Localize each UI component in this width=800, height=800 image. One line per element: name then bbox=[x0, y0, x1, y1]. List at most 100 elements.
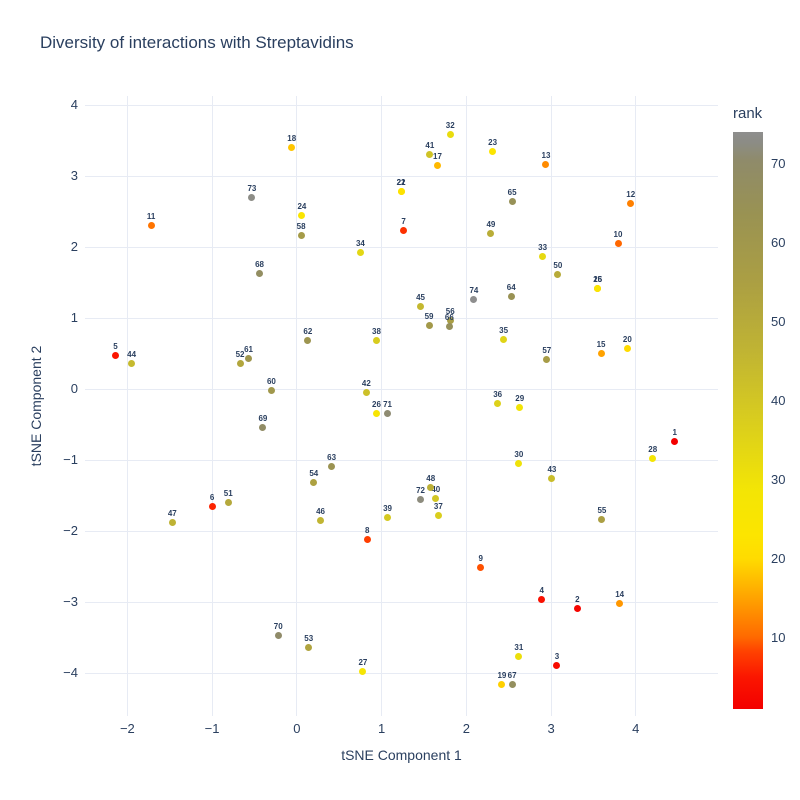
x-tick-label: 4 bbox=[632, 721, 640, 736]
data-point[interactable] bbox=[373, 336, 380, 344]
data-point[interactable] bbox=[477, 564, 485, 572]
data-point[interactable] bbox=[500, 336, 508, 344]
data-point[interactable] bbox=[128, 359, 136, 367]
colorbar-tick-label: 30 bbox=[771, 471, 786, 487]
x-gridline bbox=[635, 96, 637, 716]
data-point[interactable] bbox=[597, 349, 605, 357]
data-point[interactable] bbox=[515, 652, 523, 660]
data-point[interactable] bbox=[384, 513, 392, 521]
data-point[interactable] bbox=[248, 194, 256, 202]
data-point[interactable] bbox=[446, 130, 454, 138]
data-point[interactable] bbox=[432, 495, 440, 503]
y-gridline bbox=[85, 601, 718, 603]
data-point[interactable] bbox=[304, 336, 312, 344]
data-point[interactable] bbox=[553, 662, 561, 670]
data-point[interactable] bbox=[538, 596, 546, 604]
data-point[interactable] bbox=[434, 162, 441, 170]
x-gridline bbox=[126, 96, 128, 716]
data-point[interactable] bbox=[516, 403, 524, 411]
colorbar-gradient bbox=[733, 132, 763, 709]
data-point[interactable] bbox=[598, 515, 606, 523]
data-point[interactable] bbox=[554, 271, 562, 279]
y-gridline bbox=[85, 388, 718, 390]
x-gridline bbox=[381, 96, 383, 716]
data-point[interactable] bbox=[305, 644, 313, 652]
data-point[interactable] bbox=[310, 478, 318, 486]
data-point[interactable] bbox=[288, 144, 296, 152]
data-point[interactable] bbox=[594, 284, 602, 292]
data-point[interactable] bbox=[548, 474, 556, 482]
y-gridline bbox=[85, 246, 718, 248]
data-point[interactable] bbox=[508, 681, 516, 689]
y-tick-label: 0 bbox=[70, 381, 78, 397]
data-point[interactable] bbox=[498, 681, 506, 689]
data-point[interactable] bbox=[317, 517, 325, 525]
data-point[interactable] bbox=[168, 518, 176, 526]
data-point[interactable] bbox=[417, 495, 425, 503]
data-point[interactable] bbox=[397, 188, 405, 196]
data-point[interactable] bbox=[470, 295, 478, 303]
data-point[interactable] bbox=[208, 502, 216, 510]
y-tick-label: 4 bbox=[70, 97, 78, 113]
data-point[interactable] bbox=[274, 632, 282, 640]
data-point[interactable] bbox=[147, 221, 155, 229]
x-tick-label: 2 bbox=[462, 721, 470, 736]
data-point[interactable] bbox=[259, 424, 267, 432]
data-point[interactable] bbox=[384, 409, 392, 417]
data-point[interactable] bbox=[489, 147, 497, 155]
x-axis-title: tSNE Component 1 bbox=[341, 747, 462, 763]
y-axis-title: tSNE Component 2 bbox=[28, 345, 44, 467]
data-point[interactable] bbox=[356, 249, 364, 257]
data-point[interactable] bbox=[487, 230, 495, 238]
data-point[interactable] bbox=[671, 438, 679, 446]
data-point[interactable] bbox=[373, 409, 380, 417]
data-point[interactable] bbox=[542, 161, 550, 169]
data-point[interactable] bbox=[328, 462, 336, 470]
colorbar-tick-label: 70 bbox=[771, 155, 786, 171]
x-tick-label: −2 bbox=[119, 721, 135, 736]
x-tick-label: 1 bbox=[377, 721, 386, 736]
data-point[interactable] bbox=[539, 253, 547, 260]
data-point[interactable] bbox=[267, 386, 275, 394]
x-gridline bbox=[211, 96, 213, 716]
x-tick-label: −1 bbox=[204, 721, 220, 736]
data-point[interactable] bbox=[400, 227, 408, 235]
y-gridline bbox=[85, 459, 718, 461]
data-point[interactable] bbox=[543, 355, 551, 363]
data-point[interactable] bbox=[427, 483, 435, 491]
data-point[interactable] bbox=[623, 345, 631, 353]
data-point[interactable] bbox=[507, 293, 515, 301]
data-point[interactable] bbox=[245, 354, 253, 362]
data-point[interactable] bbox=[649, 454, 657, 462]
data-point[interactable] bbox=[616, 599, 624, 607]
data-point[interactable] bbox=[112, 352, 119, 360]
data-point[interactable] bbox=[256, 270, 264, 278]
data-point[interactable] bbox=[508, 198, 516, 206]
data-point[interactable] bbox=[446, 316, 454, 324]
x-tick-label: 3 bbox=[547, 721, 555, 736]
data-point[interactable] bbox=[426, 151, 434, 159]
data-point[interactable] bbox=[236, 359, 244, 367]
data-point[interactable] bbox=[362, 388, 370, 396]
data-point[interactable] bbox=[515, 459, 523, 467]
data-point[interactable] bbox=[297, 232, 305, 240]
x-tick-label: 0 bbox=[293, 721, 301, 736]
data-point[interactable] bbox=[627, 199, 635, 207]
data-point[interactable] bbox=[494, 400, 502, 407]
data-point[interactable] bbox=[573, 605, 581, 613]
data-point[interactable] bbox=[425, 321, 433, 329]
plot-area[interactable] bbox=[85, 96, 718, 716]
data-point[interactable] bbox=[445, 323, 453, 331]
data-point[interactable] bbox=[434, 512, 442, 520]
data-point[interactable] bbox=[298, 211, 306, 219]
y-gridline bbox=[85, 175, 718, 177]
data-point[interactable] bbox=[224, 498, 232, 506]
data-point[interactable] bbox=[363, 536, 371, 544]
colorbar-tick-label: 40 bbox=[771, 392, 786, 408]
data-point[interactable] bbox=[359, 667, 367, 675]
y-gridline bbox=[85, 317, 718, 319]
data-point[interactable] bbox=[417, 302, 425, 310]
y-gridline bbox=[85, 530, 718, 532]
data-point[interactable] bbox=[614, 239, 622, 247]
